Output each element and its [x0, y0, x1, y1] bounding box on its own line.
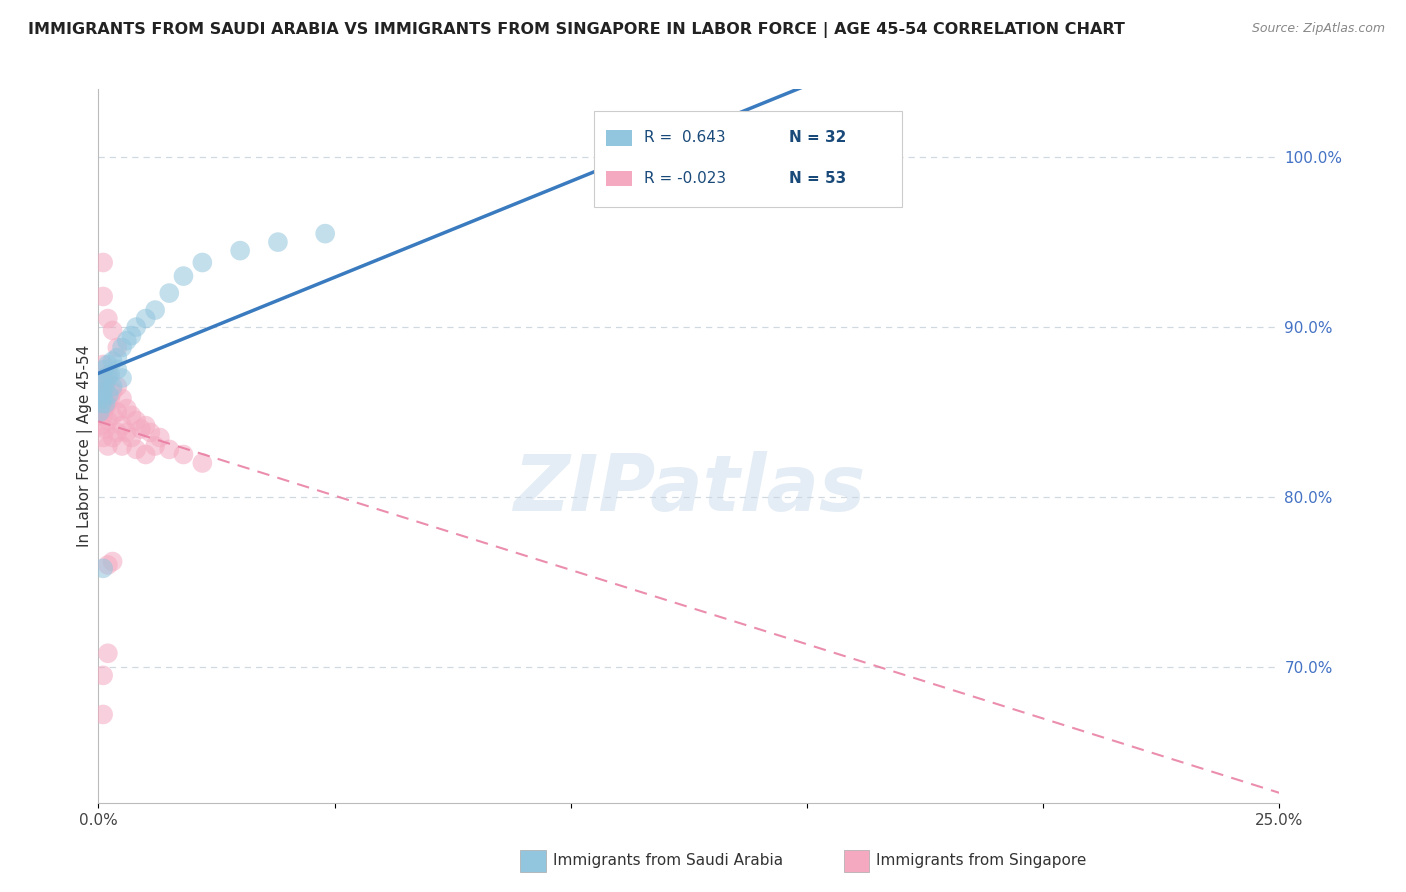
Point: [172, 269, 194, 284]
Point: [101, 430, 124, 444]
Point: [101, 354, 124, 368]
Point: [125, 413, 148, 427]
Point: [91, 358, 114, 372]
Point: [91, 707, 114, 722]
Text: IMMIGRANTS FROM SAUDI ARABIA VS IMMIGRANTS FROM SINGAPORE IN LABOR FORCE | AGE 4: IMMIGRANTS FROM SAUDI ARABIA VS IMMIGRAN…: [28, 22, 1125, 38]
Point: [125, 442, 148, 457]
Point: [97, 368, 120, 382]
Point: [796, 150, 818, 164]
Point: [97, 388, 120, 402]
Point: [105, 425, 128, 440]
Point: [172, 448, 194, 462]
Point: [90, 388, 112, 402]
FancyBboxPatch shape: [606, 130, 633, 145]
Point: [121, 328, 143, 343]
Point: [101, 379, 124, 393]
Point: [229, 244, 252, 258]
Point: [91, 289, 114, 303]
Y-axis label: In Labor Force | Age 45-54: In Labor Force | Age 45-54: [77, 345, 93, 547]
Text: N = 32: N = 32: [789, 130, 846, 145]
Point: [93, 371, 115, 385]
Point: [94, 422, 117, 436]
Point: [111, 371, 134, 385]
Point: [89, 392, 111, 406]
Point: [101, 409, 124, 423]
Point: [97, 646, 120, 660]
Point: [91, 409, 114, 423]
Point: [91, 668, 114, 682]
Point: [94, 379, 117, 393]
Point: [105, 341, 128, 355]
Point: [267, 235, 290, 249]
Point: [91, 255, 114, 269]
Point: [105, 379, 128, 393]
Point: [91, 561, 114, 575]
Point: [191, 456, 214, 470]
Point: [115, 425, 138, 440]
Point: [143, 439, 166, 453]
Point: [157, 286, 180, 301]
Point: [89, 405, 111, 419]
Point: [97, 413, 120, 427]
Point: [101, 384, 124, 399]
Point: [129, 422, 152, 436]
Text: Immigrants from Singapore: Immigrants from Singapore: [876, 854, 1087, 868]
Point: [98, 368, 121, 382]
Text: Source: ZipAtlas.com: Source: ZipAtlas.com: [1251, 22, 1385, 36]
Point: [314, 227, 336, 241]
Point: [105, 405, 128, 419]
Point: [111, 392, 134, 406]
Point: [125, 320, 148, 334]
Point: [98, 392, 121, 406]
Text: R =  0.643: R = 0.643: [644, 130, 725, 145]
Point: [91, 371, 114, 385]
Point: [91, 430, 114, 444]
Point: [93, 401, 115, 416]
Point: [89, 405, 111, 419]
Point: [97, 371, 120, 385]
Point: [101, 555, 124, 569]
Point: [91, 384, 114, 399]
Point: [135, 311, 157, 326]
Point: [111, 439, 134, 453]
Point: [94, 396, 117, 410]
Point: [97, 396, 120, 410]
Point: [91, 384, 114, 399]
Point: [97, 439, 120, 453]
Point: [157, 442, 180, 457]
Point: [149, 430, 172, 444]
Point: [90, 396, 112, 410]
Point: [135, 418, 157, 433]
Point: [97, 358, 120, 372]
Point: [97, 558, 120, 572]
Point: [115, 401, 138, 416]
Point: [121, 409, 143, 423]
Point: [91, 396, 114, 410]
Point: [105, 351, 128, 365]
Point: [139, 425, 162, 440]
Text: ZIPatlas: ZIPatlas: [513, 450, 865, 527]
Text: N = 53: N = 53: [789, 171, 846, 186]
Point: [111, 341, 134, 355]
Point: [97, 311, 120, 326]
Point: [121, 430, 143, 444]
Point: [93, 379, 115, 393]
Text: Immigrants from Saudi Arabia: Immigrants from Saudi Arabia: [553, 854, 783, 868]
Point: [135, 448, 157, 462]
FancyBboxPatch shape: [606, 170, 633, 186]
Point: [90, 371, 112, 385]
Point: [143, 303, 166, 318]
Point: [93, 362, 115, 376]
Point: [105, 362, 128, 376]
Point: [90, 418, 112, 433]
Point: [91, 392, 114, 406]
Point: [111, 418, 134, 433]
FancyBboxPatch shape: [595, 111, 901, 207]
Text: R = -0.023: R = -0.023: [644, 171, 725, 186]
Point: [115, 334, 138, 348]
Point: [191, 255, 214, 269]
Point: [90, 384, 112, 399]
Point: [101, 323, 124, 337]
